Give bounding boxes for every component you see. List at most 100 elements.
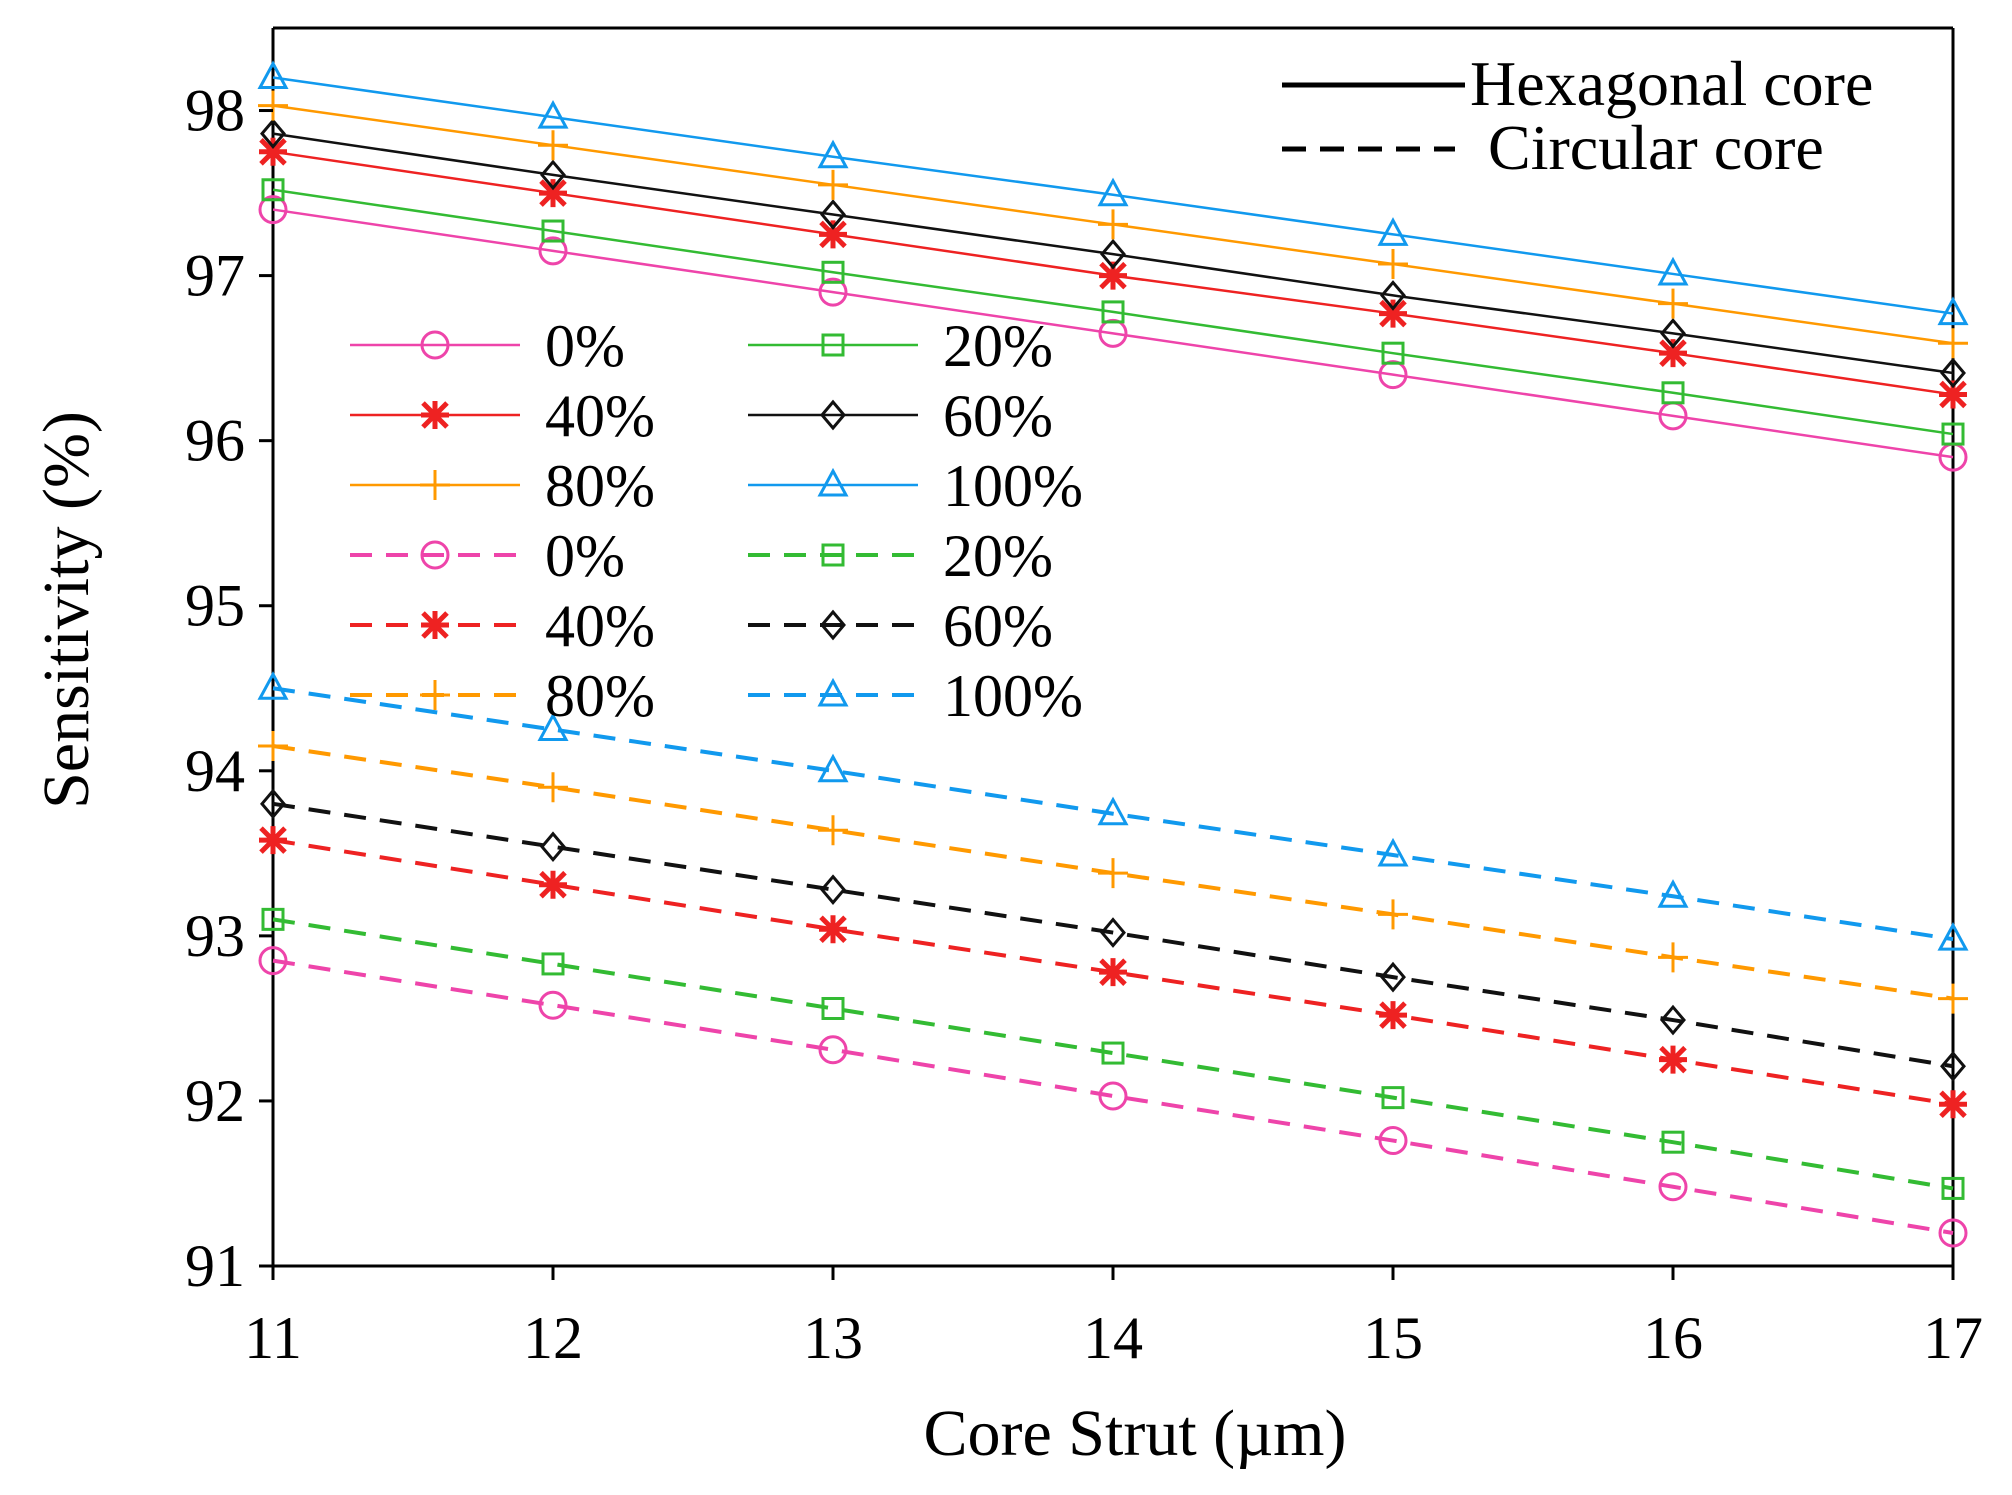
- legend-entry: 40%: [350, 383, 655, 449]
- legend-entry: 80%: [350, 453, 655, 519]
- data-point: [1377, 217, 1409, 246]
- legend-label: 60%: [943, 383, 1053, 449]
- data-point: [1940, 357, 1966, 389]
- legend-marker: [821, 333, 845, 357]
- data-point: [1659, 1045, 1687, 1074]
- data-point: [538, 130, 568, 161]
- legend-label: 0%: [545, 523, 625, 589]
- y-tick-label: 95: [185, 573, 245, 639]
- data-point: [1100, 238, 1126, 270]
- data-point: [1377, 837, 1409, 867]
- data-point: [258, 90, 288, 121]
- legend-entry: 60%: [748, 383, 1053, 449]
- data-point: [538, 236, 568, 266]
- data-point: [537, 712, 569, 742]
- data-point: [1379, 1001, 1407, 1030]
- series-circular-0pct: [258, 946, 1968, 1248]
- series-circular-20pct: [261, 907, 1965, 1200]
- data-point: [818, 277, 848, 307]
- legend-entry: 100%: [748, 453, 1083, 519]
- data-point: [1098, 858, 1128, 889]
- data-point: [1658, 1172, 1688, 1202]
- x-tick-label: 17: [1923, 1305, 1983, 1371]
- series-hexagonal-40pct: [259, 137, 1967, 409]
- x-tick-label: 15: [1363, 1305, 1423, 1371]
- data-point: [1381, 1086, 1405, 1110]
- data-point: [1101, 1041, 1125, 1065]
- data-point: [257, 60, 289, 90]
- legend-marker: [420, 330, 450, 360]
- data-point: [1940, 1050, 1966, 1082]
- data-point: [820, 199, 846, 230]
- data-point: [1098, 209, 1128, 240]
- legend-label: 100%: [943, 453, 1083, 519]
- legend-label: 100%: [943, 663, 1083, 729]
- data-point: [258, 946, 288, 976]
- data-point: [1937, 922, 1969, 951]
- x-tick-label: 16: [1643, 1305, 1703, 1371]
- legend-entry: 0%: [350, 313, 625, 379]
- data-point: [1098, 318, 1128, 348]
- series-hexagonal-20pct: [261, 178, 1965, 446]
- legend-marker: [421, 611, 449, 639]
- legend-marker: [821, 543, 845, 567]
- data-point: [537, 99, 569, 129]
- legend-entry: 20%: [748, 313, 1053, 379]
- data-point: [540, 831, 566, 863]
- data-point: [1379, 299, 1407, 328]
- series-line: [272, 958, 1954, 1235]
- data-point: [1378, 899, 1408, 930]
- data-point: [260, 788, 286, 820]
- data-point: [1378, 360, 1408, 390]
- data-point: [820, 874, 846, 905]
- legend-marker: [420, 680, 450, 710]
- data-point: [1657, 256, 1689, 286]
- data-point: [1660, 1004, 1686, 1036]
- data-point: [818, 815, 848, 846]
- data-point: [1660, 318, 1686, 349]
- core-legend-label: Hexagonal core: [1470, 48, 1873, 119]
- data-point: [1941, 422, 1965, 446]
- data-point: [1101, 300, 1125, 324]
- data-point: [1657, 879, 1689, 908]
- data-point: [1661, 1130, 1685, 1154]
- legend-label: 0%: [545, 313, 625, 379]
- data-point: [1097, 796, 1129, 826]
- legend-marker: [817, 677, 849, 707]
- data-point: [821, 996, 845, 1020]
- data-point: [259, 137, 287, 166]
- series-hexagonal-80pct: [258, 90, 1968, 359]
- legend-label: 40%: [545, 593, 655, 659]
- legend-marker: [820, 399, 846, 431]
- data-point: [1938, 328, 1968, 359]
- data-point: [818, 169, 848, 200]
- data-point: [257, 671, 289, 700]
- data-point: [540, 159, 566, 191]
- x-tick-label: 12: [523, 1305, 583, 1371]
- data-point: [539, 179, 567, 208]
- series-line: [272, 76, 1954, 315]
- y-tick-label: 92: [185, 1068, 245, 1134]
- series-hexagonal-100pct: [257, 60, 1969, 326]
- legend-entry: 40%: [350, 593, 655, 659]
- legend-entry: 100%: [748, 663, 1083, 729]
- y-tick-label: 94: [185, 738, 245, 804]
- y-tick-label: 91: [185, 1233, 245, 1299]
- series-line: [272, 917, 1954, 1191]
- series-line: [272, 132, 1954, 375]
- data-point: [817, 753, 849, 783]
- legend-entry: 60%: [748, 593, 1053, 659]
- data-point: [261, 178, 285, 202]
- series-circular-100pct: [257, 671, 1969, 951]
- legend-marker: [420, 470, 450, 500]
- data-point: [818, 1035, 848, 1065]
- legend-label: 60%: [943, 593, 1053, 659]
- series-line: [272, 801, 1954, 1069]
- legend-label: 80%: [545, 663, 655, 729]
- legend-marker: [820, 609, 846, 641]
- series-circular-60pct: [260, 788, 1966, 1082]
- data-point: [259, 826, 287, 855]
- y-tick-label: 97: [185, 243, 245, 309]
